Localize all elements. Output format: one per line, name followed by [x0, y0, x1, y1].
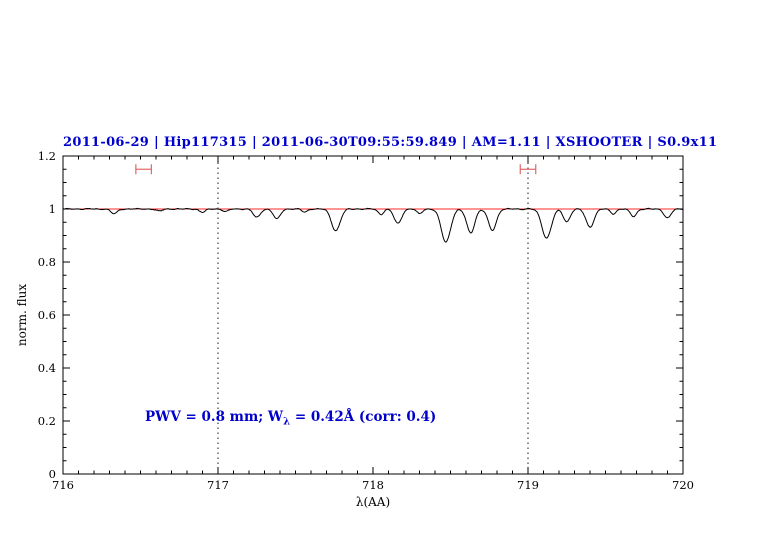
chart-title: 2011-06-29 | Hip117315 | 2011-06-30T09:5… [63, 135, 718, 150]
annotation-lambda-subscript: λ [283, 416, 291, 428]
svg-text:718: 718 [362, 478, 384, 492]
svg-text:1: 1 [49, 202, 56, 216]
svg-text:720: 720 [672, 478, 694, 492]
y-axis-label: norm. flux [15, 283, 29, 347]
annotation-part1: PWV = 0.8 mm; W [145, 409, 284, 425]
pwv-annotation: PWV = 0.8 mm; Wλ = 0.42Å (corr: 0.4) [145, 409, 436, 428]
x-axis-label: λ(AA) [355, 495, 391, 509]
svg-text:0.8: 0.8 [38, 255, 56, 269]
svg-text:1.2: 1.2 [38, 149, 56, 163]
svg-text:719: 719 [517, 478, 539, 492]
svg-text:0: 0 [49, 467, 56, 481]
svg-text:717: 717 [207, 478, 229, 492]
svg-text:0.4: 0.4 [38, 361, 56, 375]
annotation-part2: = 0.42Å (corr: 0.4) [290, 409, 437, 425]
svg-text:0.2: 0.2 [38, 414, 56, 428]
svg-text:716: 716 [52, 478, 74, 492]
svg-text:0.6: 0.6 [38, 308, 56, 322]
